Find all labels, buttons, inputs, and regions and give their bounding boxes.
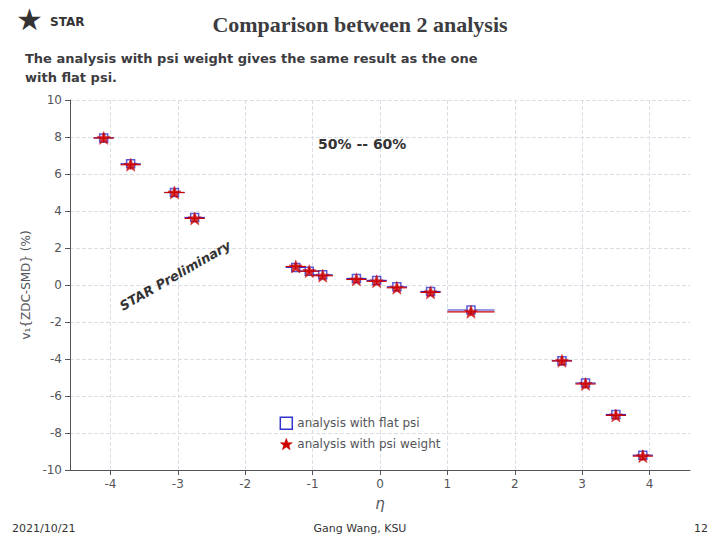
svg-text:0: 0 [376,477,384,491]
svg-text:-3: -3 [172,477,184,491]
svg-text:0: 0 [54,278,62,292]
svg-text:50% -- 60%: 50% -- 60% [318,136,406,152]
svg-text:with flat psi.: with flat psi. [25,70,117,85]
svg-text:2: 2 [54,241,62,255]
svg-text:2: 2 [511,477,519,491]
svg-text:η: η [375,495,385,513]
svg-text:The analysis with psi weight g: The analysis with psi weight gives the s… [25,51,478,66]
svg-text:2021/10/21: 2021/10/21 [12,522,75,535]
svg-text:STAR: STAR [50,15,84,29]
svg-text:analysis with flat psi: analysis with flat psi [297,416,419,430]
svg-text:v₁{ZDC-SMD} (%): v₁{ZDC-SMD} (%) [19,230,33,339]
svg-text:-4: -4 [50,352,62,366]
svg-text:Comparison between 2 analysis: Comparison between 2 analysis [212,12,508,37]
svg-text:-8: -8 [50,426,62,440]
svg-text:-10: -10 [42,463,62,477]
svg-text:analysis with psi weight: analysis with psi weight [297,437,440,451]
svg-text:8: 8 [54,130,62,144]
svg-text:4: 4 [646,477,654,491]
svg-text:-2: -2 [239,477,251,491]
svg-text:★: ★ [16,2,43,37]
svg-text:-2: -2 [50,315,62,329]
svg-text:STAR Preliminary: STAR Preliminary [117,237,234,313]
svg-text:12: 12 [694,522,708,535]
svg-text:-4: -4 [104,477,116,491]
svg-text:1: 1 [444,477,452,491]
svg-text:10: 10 [47,93,62,107]
svg-text:Gang Wang, KSU: Gang Wang, KSU [314,522,407,535]
svg-text:6: 6 [54,167,62,181]
svg-text:4: 4 [54,204,62,218]
svg-text:-6: -6 [50,389,62,403]
svg-text:3: 3 [578,477,586,491]
svg-text:-1: -1 [307,477,319,491]
